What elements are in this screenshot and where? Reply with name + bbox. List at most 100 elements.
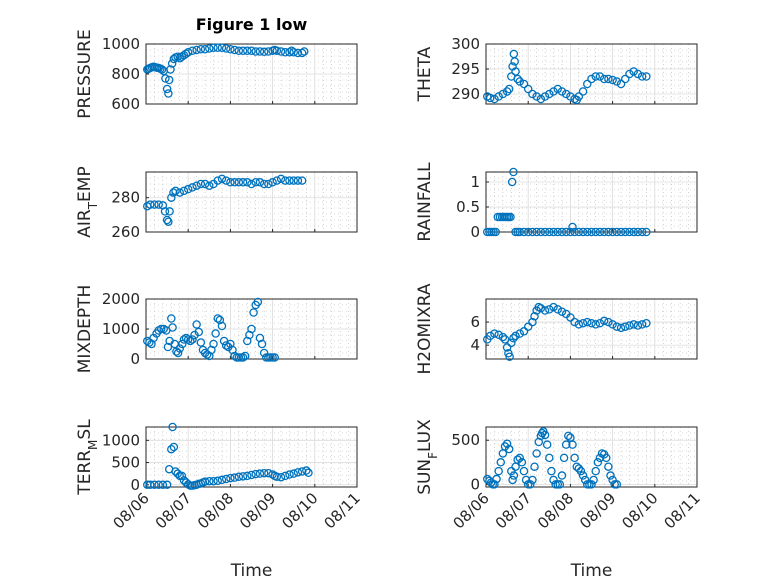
data-point	[154, 200, 163, 209]
data-point	[595, 318, 605, 328]
data-point	[200, 477, 210, 486]
data-point	[513, 74, 522, 84]
data-point	[616, 79, 626, 89]
data-point	[587, 318, 596, 328]
data-point	[238, 472, 248, 481]
chart-title: Figure 1 low	[196, 15, 308, 34]
data-point	[164, 75, 174, 85]
data-point	[226, 178, 235, 187]
data-point	[587, 227, 596, 237]
data-point	[604, 317, 613, 327]
x-tick-label: 08/10	[618, 489, 661, 532]
x-tick-label: 08/08	[534, 489, 577, 532]
data-point	[192, 320, 201, 329]
y-axis-label: THETA	[415, 46, 435, 102]
data-point	[289, 469, 298, 478]
data-point	[542, 440, 552, 449]
data-point	[158, 480, 168, 490]
axes-box	[145, 171, 358, 233]
y-tick-label: 1000	[102, 320, 140, 338]
x-axis-label: Time	[230, 561, 273, 581]
data-point	[259, 348, 269, 358]
axes-box	[485, 43, 698, 105]
data-point	[629, 227, 638, 237]
plot-area	[486, 299, 697, 359]
data-point	[145, 338, 154, 347]
data-point	[536, 227, 546, 237]
data-point	[163, 342, 173, 352]
data-point	[508, 475, 517, 485]
data-point	[251, 469, 260, 479]
x-tick-label: 08/06	[450, 489, 493, 532]
data-point	[574, 92, 584, 101]
data-point	[162, 215, 172, 225]
data-point	[498, 89, 508, 99]
data-point	[226, 473, 235, 483]
data-point	[574, 464, 584, 473]
plot-area	[146, 427, 357, 487]
data-point	[485, 93, 495, 103]
data-point	[183, 184, 193, 194]
y-tick-label: 1000	[102, 431, 140, 449]
data-point	[272, 176, 282, 185]
data-point	[517, 458, 527, 467]
data-point	[209, 339, 218, 349]
data-point	[532, 449, 541, 458]
data-point	[604, 74, 613, 84]
y-tick-label: 6	[470, 313, 480, 331]
data-point	[162, 480, 172, 490]
data-point	[285, 48, 294, 57]
data-point	[247, 179, 256, 189]
data-point	[167, 193, 176, 202]
data-point	[536, 94, 546, 104]
data-point	[183, 48, 193, 57]
y-axis-label-part: TERR	[75, 450, 95, 496]
data-point	[491, 227, 500, 237]
data-point	[526, 480, 535, 489]
axes-box	[145, 426, 358, 488]
data-point	[217, 174, 227, 184]
data-point	[530, 312, 539, 321]
data-point	[494, 92, 503, 101]
data-point	[566, 227, 575, 237]
data-point	[591, 320, 600, 329]
data-point	[202, 350, 212, 359]
data-point	[523, 322, 533, 331]
data-point	[255, 47, 265, 56]
data-point	[168, 323, 177, 332]
y-axis-label-part: PRESSURE	[75, 29, 95, 118]
data-point	[599, 227, 609, 237]
panel-5: 0 1000 2000 MIXDEPTH	[75, 285, 358, 373]
data-point	[576, 466, 586, 476]
data-point	[299, 47, 309, 56]
data-point	[221, 176, 231, 185]
data-point	[234, 178, 244, 187]
data-point	[506, 212, 515, 222]
panel-4: 0 0.5 1 RAINFALL	[415, 162, 698, 242]
data-point	[583, 227, 592, 237]
x-tick-label: 08/06	[110, 489, 153, 532]
data-point	[528, 475, 537, 485]
data-point	[213, 43, 222, 53]
data-point	[251, 178, 260, 187]
data-point	[536, 303, 546, 313]
data-point	[249, 308, 258, 317]
data-point	[587, 74, 596, 84]
data-point	[583, 79, 592, 89]
data-point	[504, 444, 514, 454]
data-point	[156, 324, 166, 334]
data-point	[599, 74, 609, 84]
data-point	[175, 188, 185, 197]
data-point	[160, 207, 170, 216]
x-tick-label: 08/11	[321, 489, 364, 532]
data-point	[509, 333, 518, 343]
y-tick-label: 0.5	[456, 198, 480, 216]
data-point	[253, 297, 263, 307]
data-point	[496, 458, 506, 467]
data-point	[145, 200, 155, 209]
data-point	[188, 183, 197, 192]
data-point	[637, 72, 647, 81]
data-point	[566, 92, 575, 101]
data-point	[259, 47, 269, 57]
data-point	[285, 176, 294, 185]
